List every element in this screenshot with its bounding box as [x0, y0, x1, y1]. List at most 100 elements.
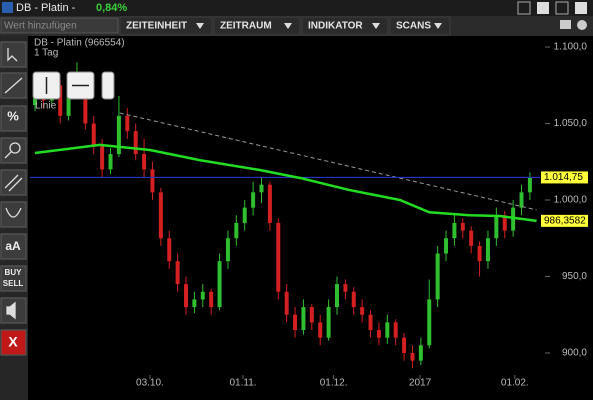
arc-tool[interactable]	[0, 201, 27, 228]
menu-arrow	[196, 23, 204, 29]
level-label: 1.014,75	[544, 172, 583, 183]
menu-button[interactable]	[213, 16, 301, 36]
menu-button[interactable]	[389, 16, 451, 36]
candle-body	[217, 261, 222, 308]
menu-label: ZEITRAUM	[220, 21, 272, 32]
candle-body	[393, 322, 398, 338]
candle-body	[83, 77, 88, 124]
x-tick-label: 2017	[409, 378, 432, 389]
search-input[interactable]	[0, 17, 119, 34]
candle-body	[309, 307, 314, 323]
arc-icon	[5, 207, 22, 218]
candle-body	[502, 215, 507, 231]
ma-label: 986,3582	[544, 216, 586, 227]
candle-body	[251, 192, 256, 208]
maximize-button[interactable]	[555, 1, 569, 15]
candle-body	[100, 146, 105, 170]
checkbox-button[interactable]	[537, 2, 549, 14]
candle-body	[460, 222, 465, 231]
more-line-button[interactable]	[101, 71, 115, 100]
candle-body	[301, 307, 306, 331]
candle-body	[167, 238, 172, 262]
channel-icon	[4, 174, 23, 192]
candle-body	[276, 222, 281, 292]
menu-label: ZEITEINHEIT	[126, 21, 187, 32]
x-tick-label: 01.02.	[501, 378, 529, 389]
menu-arrow	[372, 23, 380, 29]
ma-label-box	[541, 214, 588, 227]
restore-button[interactable]	[517, 1, 531, 15]
candle-body	[469, 230, 474, 246]
line-icon	[4, 77, 23, 94]
candle-body	[184, 284, 189, 308]
zoom-tool[interactable]	[0, 137, 27, 164]
candle-body	[427, 299, 432, 346]
percent-icon: %	[7, 108, 19, 123]
folder-icon[interactable]	[560, 20, 571, 29]
candle-body	[267, 184, 272, 223]
candle-body	[242, 207, 247, 223]
candle-body	[234, 222, 239, 239]
sell-label: SELL	[3, 279, 24, 288]
candle-body	[511, 207, 516, 231]
settings-icon[interactable]	[577, 20, 587, 30]
search-placeholder: Wert hinzufügen	[4, 21, 77, 32]
menu-button[interactable]	[301, 16, 389, 36]
candle-body	[150, 169, 155, 193]
trade-tool[interactable]	[0, 265, 27, 292]
pointer-tool[interactable]	[0, 41, 27, 68]
level-label-box	[541, 171, 588, 184]
candle-body	[108, 154, 113, 170]
candle-body	[259, 184, 264, 193]
menu-label: INDIKATOR	[308, 21, 363, 32]
candle-body	[410, 352, 415, 361]
candle-body	[116, 115, 121, 155]
price-change: 0,84%	[96, 2, 127, 14]
candle-body	[91, 123, 96, 147]
text-tool-label: aA	[5, 239, 21, 253]
candle-body	[58, 85, 63, 116]
zoom-handle	[4, 151, 12, 159]
candle-body	[519, 192, 524, 208]
candle-body	[477, 245, 482, 262]
candle-body	[158, 192, 163, 239]
y-tick-label: 1.000,0	[554, 195, 588, 206]
channel-tool[interactable]	[0, 169, 27, 196]
candle-body	[368, 314, 373, 331]
x-tick-label: 01.11.	[230, 378, 257, 389]
x-tick-label: 01.12.	[320, 378, 348, 389]
candle-body	[402, 337, 407, 353]
y-tick-label: 900,0	[562, 348, 587, 359]
delete-tool[interactable]	[0, 329, 27, 356]
percent-tool[interactable]	[0, 105, 27, 132]
candle-body	[527, 177, 532, 193]
line-popup: Linie	[32, 71, 115, 112]
candle-body	[125, 115, 130, 132]
menu-arrow	[284, 23, 292, 29]
text-tool[interactable]	[0, 233, 27, 260]
candle-body	[318, 322, 323, 338]
chart: DB - Platin (966554)1 Tag 900,0 950,0 1.000…	[30, 38, 588, 389]
buy-label: BUY	[5, 268, 23, 277]
pointer-icon	[7, 48, 18, 62]
app-icon	[2, 2, 13, 13]
x-tick-label: 03.10.	[136, 378, 164, 389]
candle-body	[66, 85, 71, 116]
window-title: DB - Platin -	[16, 2, 76, 14]
candle-body	[376, 330, 381, 338]
chart-title: DB - Platin (966554)	[34, 38, 125, 49]
candle-body	[343, 284, 348, 292]
menu-label: SCANS	[396, 21, 431, 32]
candle-body	[200, 291, 205, 300]
candle-body	[444, 238, 449, 254]
candle-body	[209, 291, 214, 308]
menu-button[interactable]	[119, 16, 213, 36]
y-tick-label: 1.050,0	[554, 118, 588, 129]
candle-body	[494, 215, 499, 239]
close-window-button[interactable]	[575, 2, 587, 14]
candle-body	[351, 291, 356, 308]
candle-body	[225, 238, 230, 262]
candle-body	[284, 291, 289, 315]
y-tick-label: 1.100,0	[554, 42, 588, 53]
